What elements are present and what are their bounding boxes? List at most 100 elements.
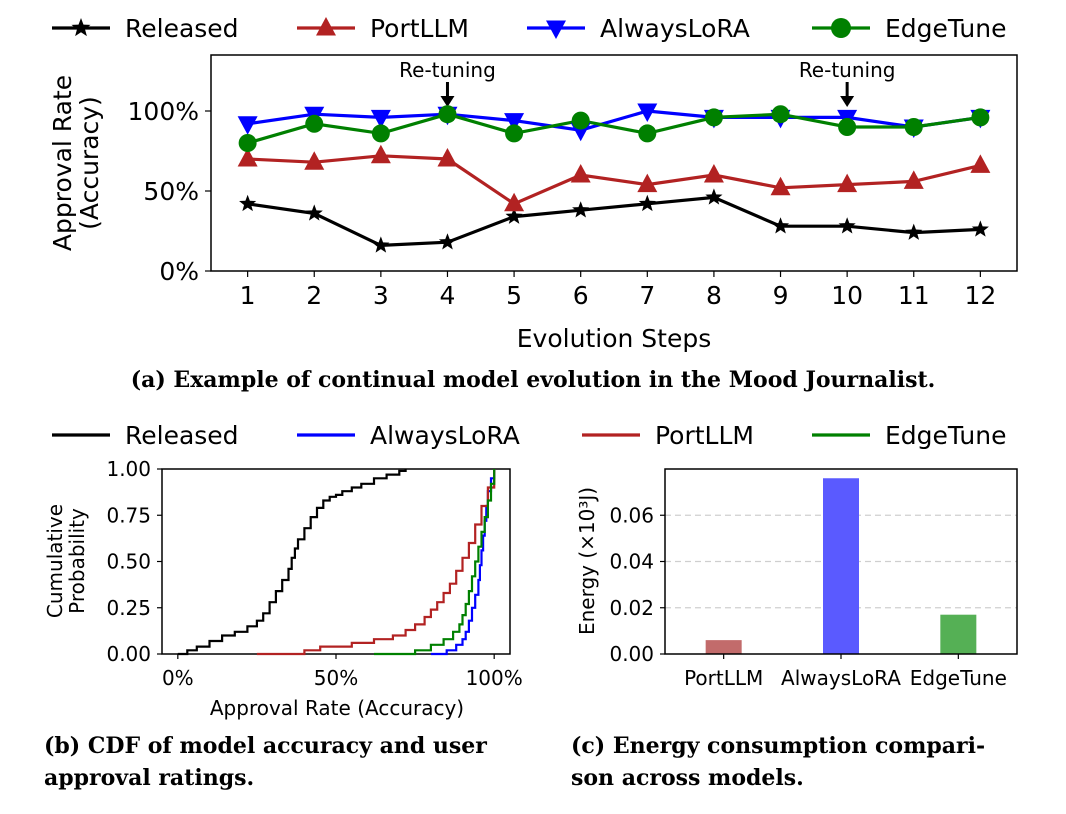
panel-b-cdf-line-portllm [256, 469, 496, 656]
panel-a-annotation-arrowhead [440, 96, 455, 107]
panel-a-y-axis-label-line1: Approval Rate [48, 75, 77, 251]
panel-a-point-edgetune [371, 124, 390, 143]
panel-a-series [237, 103, 991, 253]
panel-a-legend-label: AlwaysLoRA [600, 14, 750, 43]
panel-a-x-tick-label: 8 [706, 281, 722, 310]
panel-b-y-tick-label: 1.00 [106, 457, 151, 481]
panel-a-x-tick-label: 12 [964, 281, 996, 310]
panel-a-y-tick-label: 50% [143, 177, 199, 206]
panel-a-x-tick-label: 11 [898, 281, 930, 310]
panel-a-line-released [247, 195, 981, 248]
panel-a-point-released [572, 201, 590, 218]
panel-a-point-edgetune [571, 111, 590, 130]
panel-b-y-axis-label-line1: Cumulative [43, 504, 67, 618]
panel-a-line-portllm [247, 154, 981, 206]
panel-a-point-edgetune [505, 124, 524, 143]
panel-c-x-tick-label: PortLLM [684, 666, 763, 690]
panel-c-bars [705, 478, 977, 654]
panel-a-legend-marker-edgetune [831, 18, 851, 38]
panel-a-point-alwayslora [237, 116, 258, 135]
panel-a-x-tick-label: 5 [506, 281, 522, 310]
panel-a-x-tick-label: 6 [573, 281, 589, 310]
panel-b-y-tick-label: 0.75 [106, 503, 151, 527]
panel-a-point-portllm [903, 170, 924, 189]
panel-a-point-released [638, 194, 656, 212]
panel-a-x-tick-label: 1 [240, 281, 256, 310]
panel-a-point-released [239, 194, 257, 212]
panel-b-y-tick-label: 0.50 [106, 550, 151, 574]
panel-a-annotation-text: Re-tuning [799, 58, 896, 82]
panel-a-point-edgetune [904, 118, 923, 136]
panel-a-point-released [372, 236, 390, 253]
panel-a-x-tick-label: 4 [440, 281, 456, 310]
panel-a-legend-label: PortLLM [370, 14, 469, 43]
panel-b-caption-line1: (b) CDF of model accuracy and user [44, 733, 487, 759]
panel-a-point-edgetune [838, 118, 857, 136]
panel-a-legend-label: EdgeTune [885, 14, 1006, 43]
panel-a-point-alwayslora [370, 109, 391, 129]
panel-a-point-released [305, 204, 323, 221]
panel-a-evolution-chart: Released PortLLM AlwaysLoRA EdgeTune Re-tun… [48, 14, 1018, 393]
panel-a-plot-frame [210, 54, 1018, 272]
panel-b-y-tick-label: 0.25 [106, 596, 151, 620]
panel-a-x-tick-label: 10 [831, 281, 863, 310]
panel-a-y-ticks: 0% 50% 100% [128, 97, 211, 286]
panel-a-x-tick-label: 2 [306, 281, 322, 310]
panel-a-point-alwayslora [504, 113, 525, 132]
panel-a-legend-marker-alwayslora [546, 20, 566, 39]
panel-a-point-portllm [304, 151, 325, 170]
panel-a-x-tick-label: 7 [639, 281, 655, 310]
panel-b-cdf-line-edgetune [374, 469, 496, 656]
panel-a-point-edgetune [704, 108, 723, 127]
panel-a-y-tick-label: 0% [159, 257, 199, 286]
panel-a-point-portllm [770, 176, 791, 196]
panel-c-bar-portllm [705, 640, 742, 654]
panel-b-legend-label: AlwaysLoRA [370, 421, 520, 450]
panel-a-annotations: Re-tuning Re-tuning [399, 58, 895, 107]
panel-a-x-axis-label: Evolution Steps [517, 324, 711, 353]
panel-a-point-released [838, 217, 856, 234]
panel-a-point-released [971, 220, 989, 237]
panel-b-y-tick-label: 0.00 [106, 642, 151, 666]
panel-a-point-alwayslora [637, 103, 658, 122]
panel-a-point-edgetune [971, 108, 990, 127]
panel-b-legend-label: EdgeTune [885, 421, 1006, 450]
panel-a-point-portllm [504, 192, 525, 212]
panel-a-point-portllm [570, 164, 591, 183]
panel-a-x-tick-label: 9 [773, 281, 789, 310]
panel-a-point-released [505, 207, 523, 224]
panel-a-y-tick-label: 100% [128, 97, 199, 126]
panel-a-x-ticks: 1 2 3 4 5 6 7 8 9 10 11 12 [240, 271, 996, 310]
panel-b-x-tick-label: 100% [466, 666, 523, 690]
panel-b-cdf-line-released [177, 469, 407, 656]
panel-b-x-ticks: 0% 50% 100% [162, 654, 523, 690]
panel-a-annotation-arrowhead [840, 96, 855, 107]
panel-a-point-portllm [370, 144, 391, 164]
panel-a-line-alwayslora [247, 109, 981, 132]
panel-c-x-tick-label: EdgeTune [910, 666, 1007, 690]
panel-a-point-edgetune [305, 114, 324, 133]
panel-c-y-axis-label: Energy (×10³J) [575, 487, 599, 635]
panel-a-point-released [705, 188, 723, 205]
panel-c-y-tick-label: 0.02 [609, 596, 654, 620]
panel-a-point-edgetune [438, 105, 457, 124]
panel-a-line-edgetune [247, 112, 981, 145]
panel-c-y-tick-label: 0.00 [609, 642, 654, 666]
panel-c-y-ticks: 0.00 0.02 0.04 0.06 [609, 503, 665, 666]
panel-a-caption: (a) Example of continual model evolution… [131, 367, 936, 393]
panel-a-point-released [438, 233, 457, 250]
panel-b-legend-label: Released [125, 421, 239, 450]
panel-a-point-released [771, 217, 790, 234]
panel-c-caption-line2: son across models. [571, 765, 804, 791]
panel-b-x-tick-label: 0% [162, 666, 194, 690]
panel-a-point-portllm [970, 154, 991, 173]
panel-c-y-tick-label: 0.06 [609, 503, 654, 527]
panel-c-bar-edgetune [940, 614, 977, 654]
panel-c-bar-alwayslora [823, 478, 859, 654]
panel-b-y-axis-label-line2: Probability [65, 508, 89, 614]
panel-a-point-released [905, 223, 923, 240]
panel-a-point-portllm [237, 148, 258, 167]
panel-c-y-tick-label: 0.04 [609, 550, 654, 574]
panel-b-x-tick-label: 50% [314, 666, 358, 690]
